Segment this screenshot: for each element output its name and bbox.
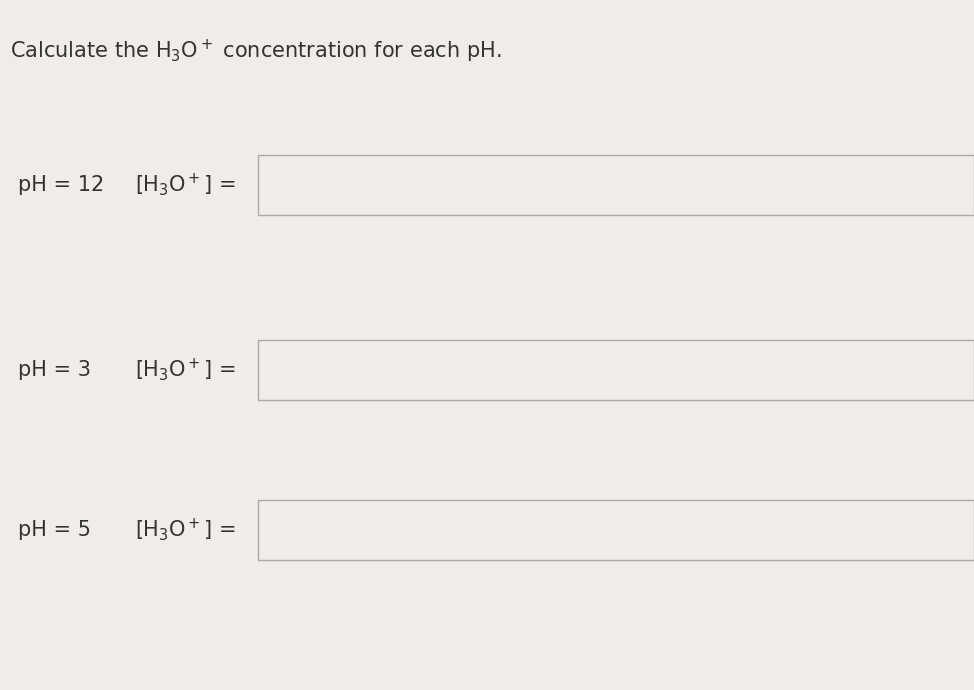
Polygon shape [258, 500, 974, 560]
Polygon shape [258, 340, 974, 400]
Polygon shape [258, 155, 974, 215]
Text: [H$_3$O$^+$] =: [H$_3$O$^+$] = [135, 517, 236, 544]
Text: [H$_3$O$^+$] =: [H$_3$O$^+$] = [135, 357, 236, 384]
Text: Calculate the H$_3$O$^+$ concentration for each pH.: Calculate the H$_3$O$^+$ concentration f… [10, 38, 502, 66]
Text: pH = 12: pH = 12 [18, 175, 104, 195]
Text: pH = 3: pH = 3 [18, 360, 91, 380]
Text: pH = 5: pH = 5 [18, 520, 91, 540]
Text: [H$_3$O$^+$] =: [H$_3$O$^+$] = [135, 172, 236, 199]
